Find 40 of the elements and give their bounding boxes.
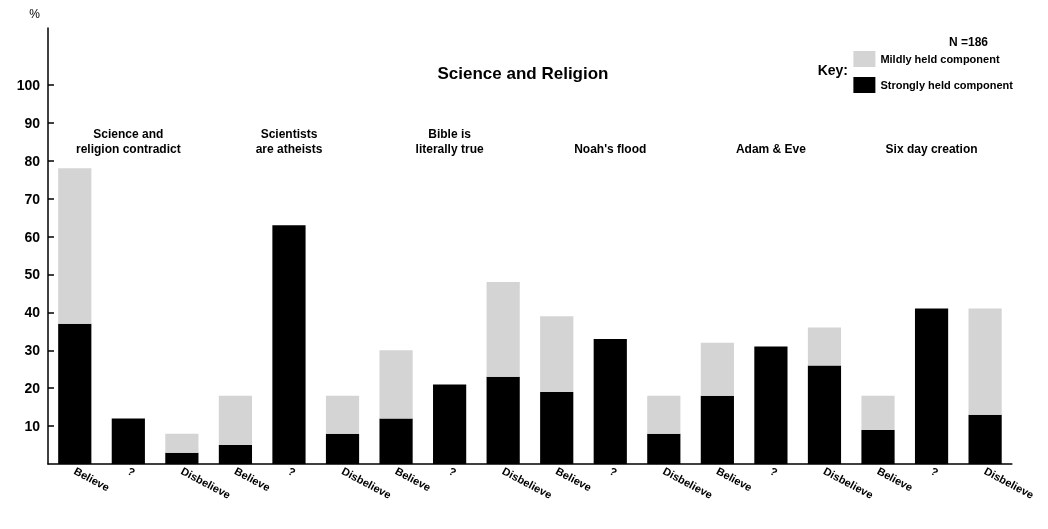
- x-tick-label: ?: [125, 464, 138, 479]
- y-tick-label: 100: [16, 76, 41, 93]
- y-tick-label: 10: [24, 418, 41, 435]
- y-tick-label: 80: [24, 152, 41, 169]
- annotation: Science and religion contradict: [75, 126, 181, 156]
- annotation: Noah's flood: [574, 141, 647, 156]
- y-tick-label: 70: [24, 190, 41, 207]
- y-tick-label: 50: [24, 266, 41, 283]
- bar: [218, 395, 253, 446]
- legend-label: Mildly held component: [880, 53, 1000, 65]
- bar: [700, 342, 734, 396]
- annotation: N =186: [948, 35, 989, 49]
- annotation: Six day creation: [885, 141, 978, 156]
- bar: [807, 327, 842, 366]
- text: Science and Religion: [437, 64, 609, 83]
- bar: [647, 395, 681, 434]
- y-axis-title: %: [29, 7, 41, 21]
- bar: [165, 433, 199, 453]
- y-tick-label: 90: [24, 114, 41, 131]
- bar: [861, 395, 895, 430]
- legend-label: Strongly held component: [880, 79, 1014, 91]
- annotation: Adam & Eve: [735, 141, 807, 156]
- y-tick-label: 60: [24, 228, 41, 245]
- bar: [968, 308, 1002, 415]
- y-tick-label: 40: [24, 304, 41, 321]
- bar: [379, 350, 413, 419]
- x-tick-label: ?: [286, 464, 298, 479]
- y-tick-label: 20: [24, 380, 41, 397]
- y-tick-label: 30: [24, 342, 41, 359]
- x-tick-label: ?: [768, 464, 780, 479]
- bar: [486, 282, 520, 377]
- x-tick-label: ?: [446, 464, 459, 479]
- annotation: Bible is literally true: [415, 126, 484, 156]
- bar: [58, 168, 92, 324]
- x-tick-label: ?: [928, 464, 941, 479]
- legend-title: Key:: [817, 62, 849, 78]
- annotation: Scientists are atheists: [255, 126, 323, 156]
- bar: [325, 395, 360, 434]
- x-tick-label: ?: [607, 464, 620, 479]
- bar: [540, 316, 574, 392]
